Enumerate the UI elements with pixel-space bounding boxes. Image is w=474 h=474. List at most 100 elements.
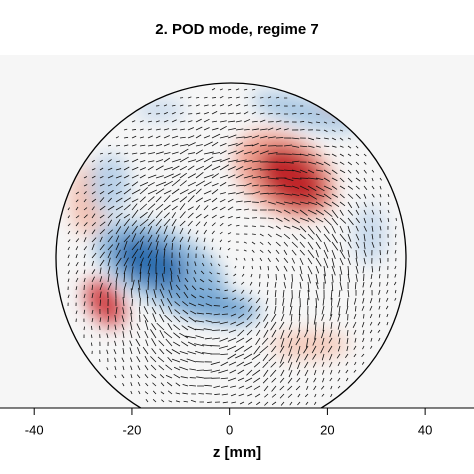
vector-arrow <box>394 273 397 278</box>
vector-arrow <box>173 324 181 331</box>
vector-arrow <box>83 246 87 251</box>
vector-arrow <box>238 385 245 389</box>
vector-arrow <box>251 120 258 123</box>
vector-arrow <box>121 374 125 379</box>
vector-arrow <box>282 297 285 306</box>
vector-arrow <box>323 177 331 182</box>
vector-arrow <box>163 152 171 155</box>
vector-arrow <box>220 353 229 355</box>
vector-arrow <box>337 329 341 337</box>
vector-arrow <box>355 265 359 274</box>
vector-arrow <box>243 128 250 131</box>
vector-arrow <box>241 289 245 294</box>
vector-arrow <box>307 241 314 250</box>
vector-arrow <box>147 128 152 131</box>
vector-arrow <box>155 135 161 139</box>
vector-arrow <box>363 153 367 157</box>
vector-arrow <box>139 257 144 267</box>
vector-arrow <box>251 353 261 360</box>
vector-arrow <box>195 172 204 179</box>
vector-arrow <box>83 237 87 243</box>
vector-arrow <box>267 168 279 171</box>
vector-arrow <box>99 259 105 267</box>
vector-arrow <box>202 254 205 259</box>
vector-arrow <box>176 292 181 299</box>
vector-arrow <box>347 289 350 298</box>
vector-arrow <box>123 160 129 163</box>
vector-arrow <box>216 272 221 275</box>
vector-arrow <box>259 135 268 139</box>
vector-arrow <box>123 240 128 251</box>
vector-arrow <box>298 305 301 316</box>
vector-arrow <box>361 321 365 328</box>
vector-arrow <box>115 181 122 187</box>
vector-arrow <box>99 251 105 259</box>
vector-arrow <box>304 329 309 338</box>
vector-arrow <box>150 364 157 371</box>
vector-arrow <box>362 281 365 288</box>
vector-arrow <box>275 120 282 123</box>
vector-arrow <box>123 282 127 291</box>
vector-arrow <box>299 281 302 289</box>
vector-arrow <box>307 217 315 223</box>
vector-arrow <box>249 289 253 295</box>
vector-arrow <box>362 297 365 304</box>
vector-arrow <box>282 305 285 314</box>
vector-arrow <box>295 337 301 346</box>
vector-arrow <box>315 297 318 308</box>
vector-arrow <box>251 265 253 270</box>
vector-arrow <box>214 393 221 395</box>
vector-arrow <box>363 161 367 165</box>
vector-arrow <box>129 340 133 347</box>
vector-arrow <box>331 217 339 226</box>
vector-arrow <box>291 249 297 256</box>
vector-arrow <box>387 209 390 214</box>
vector-arrow <box>67 239 71 243</box>
vector-arrow <box>267 136 276 139</box>
vector-arrow <box>107 183 113 187</box>
vector-arrow <box>330 385 333 390</box>
vector-arrow <box>245 385 253 390</box>
vector-arrow <box>339 233 347 242</box>
vector-arrow <box>387 217 390 223</box>
vector-arrow <box>283 281 286 289</box>
vector-arrow <box>203 96 208 99</box>
vector-arrow <box>291 137 300 140</box>
vector-arrow <box>306 297 309 306</box>
vector-arrow <box>315 321 317 331</box>
vector-arrow <box>123 166 130 171</box>
vector-arrow <box>195 328 205 331</box>
vector-arrow <box>182 309 189 315</box>
vector-arrow <box>131 225 138 235</box>
vector-arrow <box>142 346 149 355</box>
vector-arrow <box>173 373 181 379</box>
vector-arrow <box>184 284 189 291</box>
vector-arrow <box>147 112 152 115</box>
vector-arrow <box>235 200 243 203</box>
vector-arrow <box>339 201 346 207</box>
vector-arrow <box>378 337 381 342</box>
vector-arrow <box>219 192 226 195</box>
vector-arrow <box>282 410 284 413</box>
vector-arrow <box>123 218 131 227</box>
vector-arrow <box>355 161 360 165</box>
vector-arrow <box>75 286 78 291</box>
vector-arrow <box>290 313 293 322</box>
vector-arrow <box>123 136 129 139</box>
vector-arrow <box>91 269 96 275</box>
vector-arrow <box>331 169 338 174</box>
vector-arrow <box>187 195 195 203</box>
vector-arrow <box>83 253 86 259</box>
vector-arrow <box>299 249 305 256</box>
vector-arrow <box>99 205 106 211</box>
vector-arrow <box>267 273 269 279</box>
vector-arrow <box>211 111 218 115</box>
vector-arrow <box>194 343 205 347</box>
vector-arrow <box>230 313 237 317</box>
vector-arrow <box>267 241 272 246</box>
vector-arrow <box>288 369 293 378</box>
vector-arrow <box>378 273 381 279</box>
vector-arrow <box>115 249 121 259</box>
vector-arrow <box>304 393 309 398</box>
vector-arrow <box>179 196 188 203</box>
